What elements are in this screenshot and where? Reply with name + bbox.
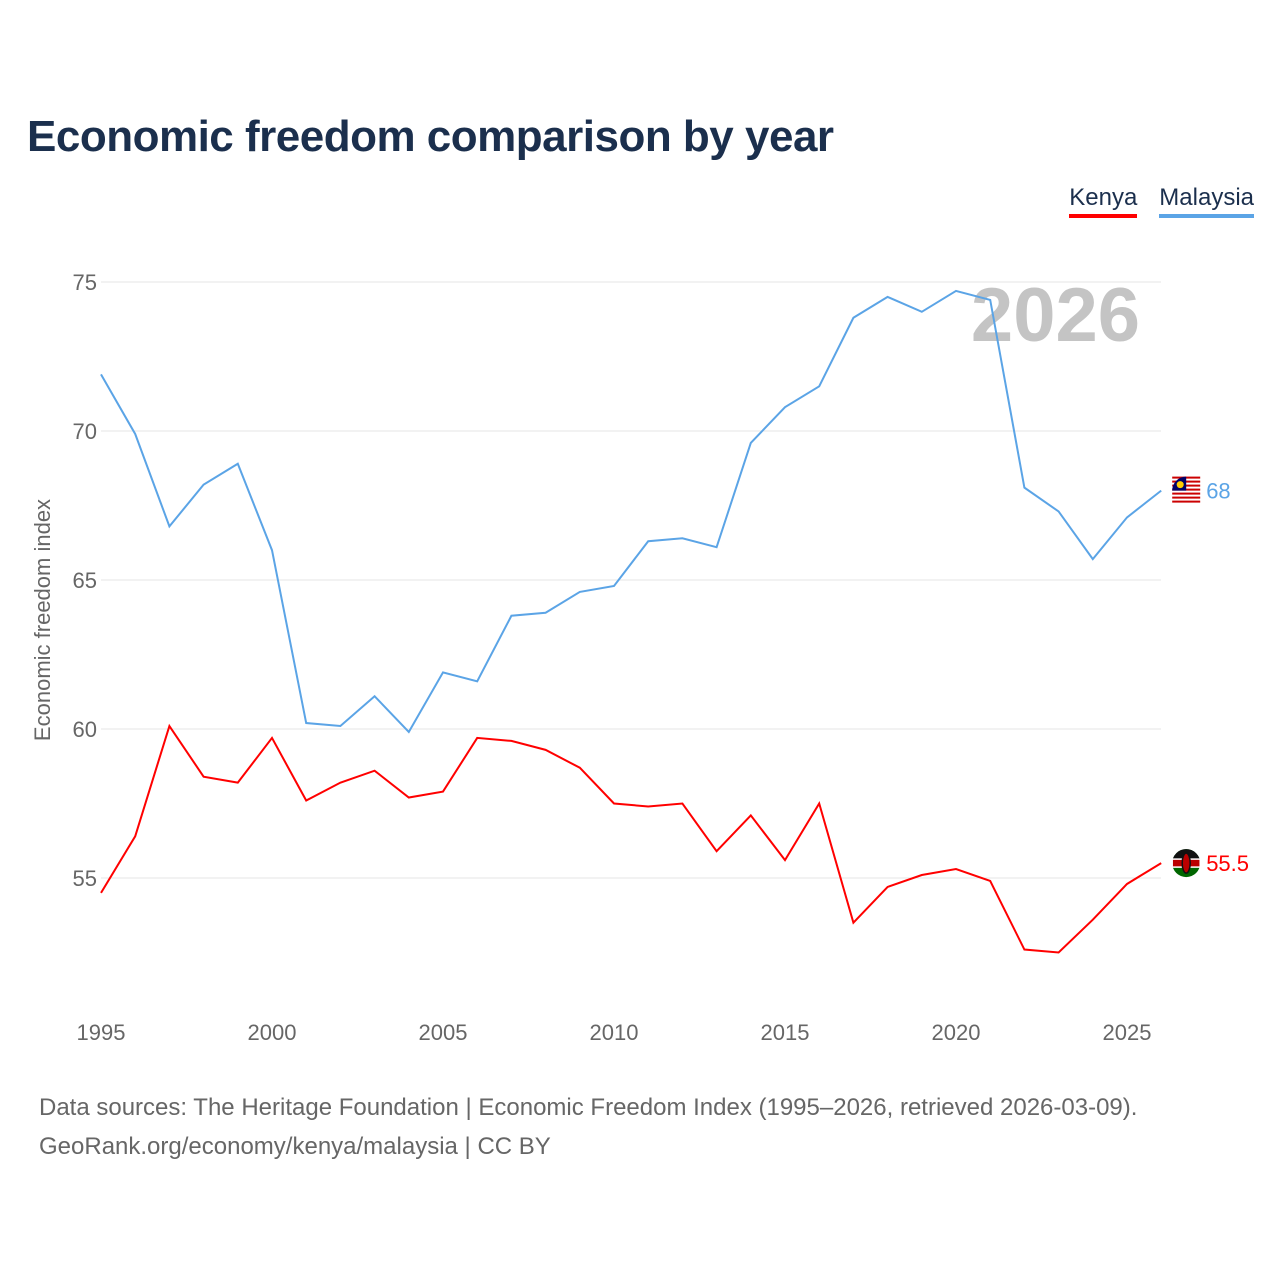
y-tick-label: 60 <box>73 717 97 742</box>
y-axis-label: Economic freedom index <box>30 499 55 741</box>
chart-title: Economic freedom comparison by year <box>27 112 834 161</box>
x-tick-label: 2025 <box>1103 1020 1152 1045</box>
footer: Data sources: The Heritage Foundation | … <box>39 1088 1137 1166</box>
x-tick-label: 2000 <box>248 1020 297 1045</box>
x-tick-label: 2005 <box>419 1020 468 1045</box>
year-watermark: 2026 <box>971 273 1140 358</box>
flag-icon-malaysia <box>1172 476 1201 505</box>
attribution-link[interactable]: GeoRank.org/economy/kenya/malaysia | CC … <box>39 1133 551 1160</box>
x-tick-label: 2010 <box>590 1020 639 1045</box>
y-tick-label: 70 <box>73 419 97 444</box>
legend-kenya[interactable]: Kenya <box>1069 184 1138 218</box>
x-tick-label: 1995 <box>77 1020 126 1045</box>
x-tick-label: 2020 <box>932 1020 981 1045</box>
source-text: Data sources: The Heritage Foundation | … <box>39 1094 1138 1121</box>
legend: Kenya Malaysia <box>1069 184 1254 218</box>
x-tick-label: 2015 <box>761 1020 810 1045</box>
y-tick-label: 55 <box>73 866 97 891</box>
flag-icon-kenya <box>1171 849 1201 878</box>
y-tick-label: 65 <box>73 568 97 593</box>
series-line-malaysia <box>100 289 1162 734</box>
end-label-malaysia: 68 <box>1206 479 1230 504</box>
series-line-kenya <box>100 723 1162 954</box>
y-tick-label: 75 <box>73 270 97 295</box>
end-label-kenya: 55.5 <box>1206 851 1249 876</box>
legend-malaysia[interactable]: Malaysia <box>1159 184 1254 218</box>
